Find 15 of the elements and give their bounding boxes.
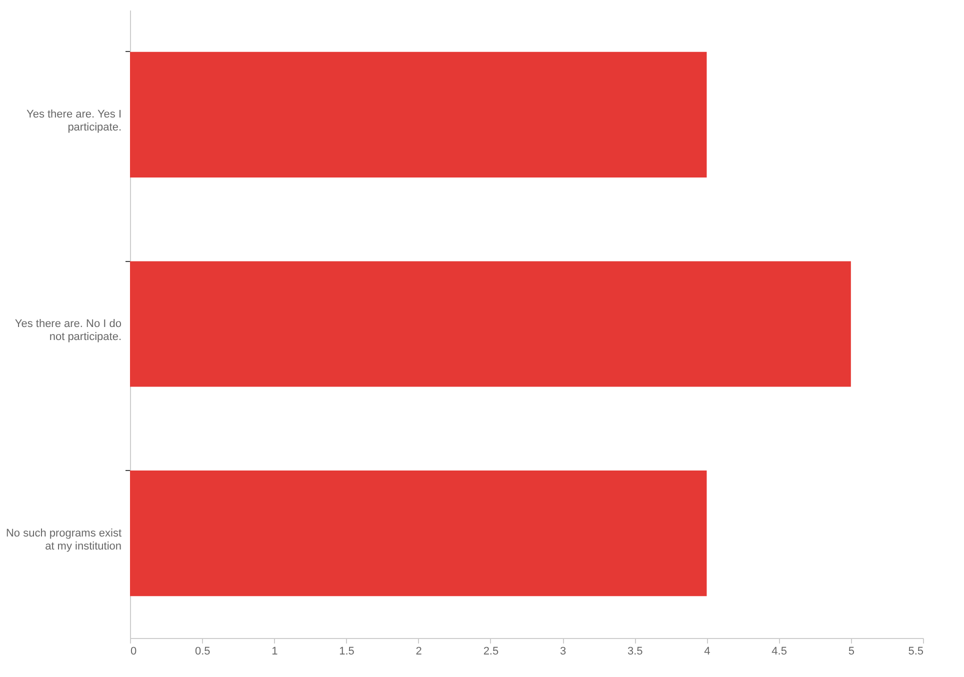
x-tick-label: 0.5: [194, 646, 210, 658]
y-tick-label: No such programs exist at my institution: [6, 527, 122, 552]
x-tick-label: 0: [130, 646, 137, 658]
x-tick-label: 4: [704, 646, 710, 658]
x-tick-label: 1: [272, 646, 278, 658]
x-tick-label: 1.5: [339, 646, 354, 658]
x-tick-label: 2: [416, 646, 422, 658]
x-tick-label: 4.5: [772, 646, 787, 658]
x-tick-label: 5: [848, 646, 854, 658]
x-tick-label: 3.5: [627, 646, 643, 658]
y-tick-label: Yes there are. Yes I participate.: [26, 108, 122, 134]
x-tick-label: 5.5: [908, 646, 924, 658]
y-tick-label: Yes there are. No I do not participate.: [14, 318, 122, 343]
x-tick-label: 2.5: [483, 646, 499, 658]
x-tick-label: 3: [560, 646, 566, 658]
